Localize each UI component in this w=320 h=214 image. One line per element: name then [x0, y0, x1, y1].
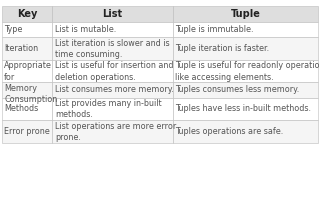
Text: List provides many in-built
methods.: List provides many in-built methods.	[55, 99, 162, 119]
Bar	[52, 37, 173, 60]
Bar	[173, 120, 318, 143]
Text: Error prone: Error prone	[4, 127, 50, 136]
Bar	[173, 37, 318, 60]
Text: List consumes more memory.: List consumes more memory.	[55, 85, 174, 94]
Bar	[52, 98, 173, 120]
Text: Tuple is immutable.: Tuple is immutable.	[175, 25, 254, 34]
Bar	[173, 22, 318, 37]
Bar	[2, 98, 52, 120]
Text: Tuples have less in-built methods.: Tuples have less in-built methods.	[175, 104, 311, 113]
Text: Key: Key	[17, 9, 37, 19]
Text: List operations are more error
prone.: List operations are more error prone.	[55, 122, 176, 142]
Text: Tuples operations are safe.: Tuples operations are safe.	[175, 127, 284, 136]
Text: Type: Type	[4, 25, 22, 34]
Text: Appropriate
for: Appropriate for	[4, 61, 52, 82]
Bar	[2, 60, 52, 82]
Bar	[52, 82, 173, 98]
Bar	[173, 6, 318, 22]
Text: Memory
Consumption: Memory Consumption	[4, 84, 57, 104]
Bar	[52, 22, 173, 37]
Bar	[173, 60, 318, 82]
Bar	[173, 82, 318, 98]
Text: Tuple: Tuple	[231, 9, 260, 19]
Bar	[52, 120, 173, 143]
Bar	[2, 37, 52, 60]
Bar	[2, 120, 52, 143]
Text: Tuple is useful for readonly operations
like accessing elements.: Tuple is useful for readonly operations …	[175, 61, 320, 82]
Text: Tuples consumes less memory.: Tuples consumes less memory.	[175, 85, 300, 94]
Text: Tuple iteration is faster.: Tuple iteration is faster.	[175, 44, 269, 53]
Text: Methods: Methods	[4, 104, 38, 113]
Bar	[2, 82, 52, 98]
Text: List iteration is slower and is
time consuming.: List iteration is slower and is time con…	[55, 39, 170, 59]
Bar	[2, 22, 52, 37]
Text: List is mutable.: List is mutable.	[55, 25, 116, 34]
Bar	[2, 6, 52, 22]
Bar	[52, 60, 173, 82]
Text: List is useful for insertion and
deletion operations.: List is useful for insertion and deletio…	[55, 61, 173, 82]
Bar	[52, 6, 173, 22]
Bar	[173, 98, 318, 120]
Text: Iteration: Iteration	[4, 44, 38, 53]
Text: List: List	[102, 9, 123, 19]
